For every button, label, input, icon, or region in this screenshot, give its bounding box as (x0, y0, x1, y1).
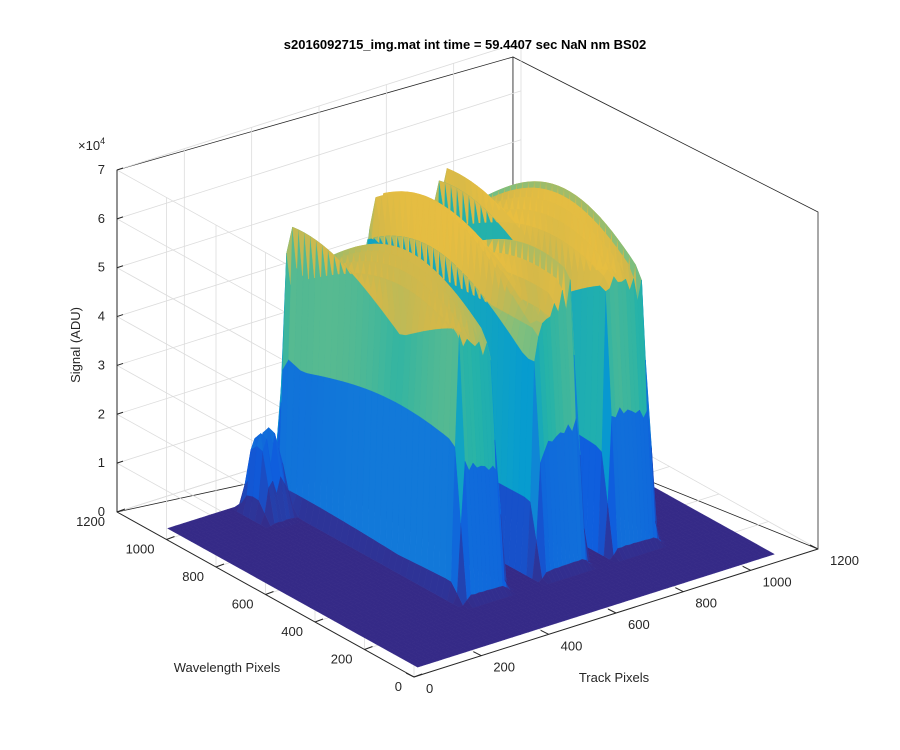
z-tick-mark (116, 314, 124, 318)
z-tick-label: 1 (98, 455, 105, 470)
z-tick-label: 7 (98, 162, 105, 177)
y-tick-label: 400 (281, 624, 303, 639)
surface-plot (167, 168, 775, 668)
y-tick-mark (116, 508, 126, 513)
y-tick-mark (364, 646, 373, 650)
z-tick-mark (116, 265, 124, 269)
x-tick-mark (742, 565, 751, 571)
z-exponent-label: ×104 (78, 136, 105, 153)
x-tick-mark (809, 544, 819, 550)
z-tick-label: 2 (98, 406, 105, 421)
x-tick-label: 200 (493, 660, 515, 675)
x-tick-mark (473, 651, 482, 657)
y-tick-mark (166, 536, 175, 540)
x-tick-mark (675, 587, 684, 593)
y-tick-label: 1000 (126, 542, 155, 557)
tick-marks (116, 167, 819, 678)
z-tick-label: 6 (98, 211, 105, 226)
x-tick-label: 1200 (830, 553, 859, 568)
x-tick-label: 800 (695, 596, 717, 611)
surface-patch (345, 266, 356, 274)
y-axis-label: Wavelength Pixels (174, 660, 281, 675)
z-tick-mark (116, 460, 124, 464)
z-tick-mark (116, 411, 124, 415)
x-tick-mark (540, 629, 549, 635)
y-tick-mark (413, 673, 423, 678)
y-tick-label: 1200 (76, 514, 105, 529)
z-tick-mark (116, 362, 124, 366)
z-tick-mark (116, 216, 124, 220)
x-tick-label: 400 (561, 638, 583, 653)
x-tick-mark (607, 608, 617, 614)
y-tick-label: 200 (331, 652, 353, 667)
y-tick-mark (314, 618, 324, 623)
y-tick-label: 600 (232, 597, 254, 612)
z-tick-mark (116, 167, 124, 171)
x-tick-label: 600 (628, 617, 650, 632)
x-tick-mark (405, 672, 415, 678)
z-tick-label: 4 (98, 309, 105, 324)
chart-title: s2016092715_img.mat int time = 59.4407 s… (284, 37, 646, 52)
x-tick-label: 1000 (763, 574, 792, 589)
y-tick-mark (215, 563, 225, 568)
z-exponent-power: 4 (100, 136, 105, 146)
y-tick-label: 0 (395, 679, 402, 694)
x-tick-label: 0 (426, 681, 433, 696)
y-tick-label: 800 (182, 569, 204, 584)
tick-labels: 0123456702004006008001000120002004006008… (76, 162, 859, 696)
z-tick-label: 5 (98, 260, 105, 275)
z-axis-label: Signal (ADU) (68, 307, 83, 383)
x-axis-label: Track Pixels (579, 670, 650, 685)
surface-patch (763, 550, 775, 556)
z-tick-label: 3 (98, 357, 105, 372)
z-tick-label: 0 (98, 504, 105, 519)
y-tick-mark (265, 591, 274, 595)
